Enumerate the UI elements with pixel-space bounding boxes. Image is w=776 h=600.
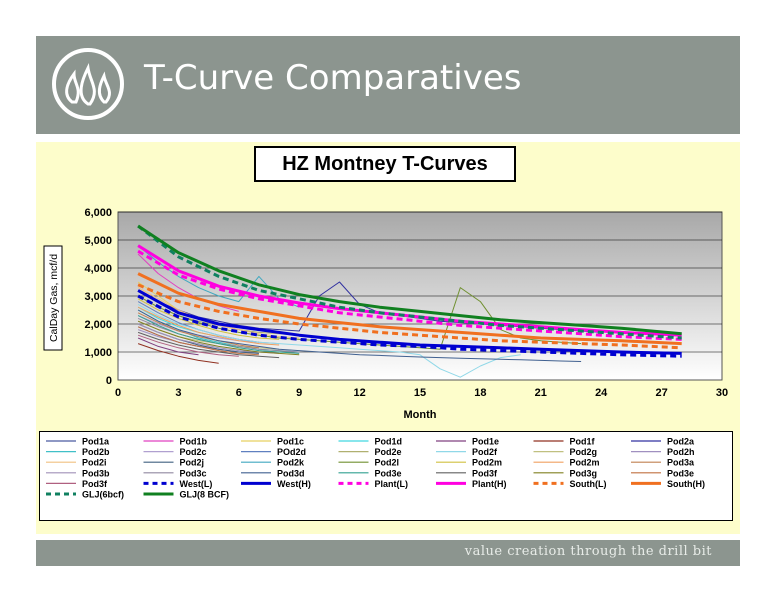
- x-tick-label: 0: [115, 387, 121, 399]
- y-tick-label: 0: [106, 375, 112, 387]
- legend-label: Pod3c: [180, 468, 207, 478]
- y-tick-label: 2,000: [84, 319, 112, 331]
- legend-label: Pod2m: [472, 458, 502, 468]
- slide-header: T-Curve Comparatives: [36, 36, 740, 134]
- legend-label: Pod2j: [180, 458, 205, 468]
- legend-label: West(H): [277, 479, 311, 489]
- series-line: [137, 306, 280, 346]
- legend-label: West(L): [180, 479, 213, 489]
- legend-label: Pod3a: [667, 458, 695, 468]
- chart-panel: 0 1,000 2,000 3,000 4,000 5,000 6,000 0 3 6 9 12 15…: [36, 142, 740, 534]
- y-tick-label: 4,000: [84, 263, 112, 275]
- legend-label: Pod1f: [570, 437, 596, 447]
- x-tick-label: 24: [595, 387, 608, 399]
- series-line: [137, 272, 682, 346]
- series-line: [137, 312, 259, 349]
- legend-label: Plant(L): [375, 479, 409, 489]
- y-axis-label: CalDay Gas, mcf/d: [48, 254, 60, 342]
- x-tick-label: 6: [236, 387, 242, 399]
- series-line: [137, 224, 682, 336]
- y-tick-label: 6,000: [84, 207, 112, 219]
- legend-label: Pod3b: [82, 468, 110, 478]
- series-line: [137, 249, 682, 341]
- legend-label: Pod1e: [472, 437, 499, 447]
- y-tick-label: 3,000: [84, 291, 112, 303]
- legend-label: Pod2e: [375, 447, 402, 457]
- series-line: [137, 303, 521, 378]
- legend-label: Pod3g: [570, 468, 598, 478]
- legend-label: Pod2f: [472, 447, 498, 457]
- legend-label: Pod2i: [82, 458, 107, 468]
- legend-label: Pod1c: [277, 437, 304, 447]
- series-line: [137, 334, 239, 357]
- legend-label: South(L): [570, 479, 607, 489]
- legend-label: Pod2k: [277, 458, 305, 468]
- x-tick-label: 27: [655, 387, 667, 399]
- series-line: [137, 298, 280, 340]
- series-line: [137, 315, 300, 354]
- legend-label: Pod3d: [277, 468, 305, 478]
- series-line: [137, 326, 259, 356]
- legend-label: Pod3e: [667, 468, 694, 478]
- three-flames-logo-icon: [52, 48, 124, 120]
- legend-label: POd2d: [277, 447, 306, 457]
- legend-label: GLJ(6bcf): [82, 490, 124, 500]
- legend-label: South(H): [667, 479, 705, 489]
- legend-label: Pod3e: [375, 468, 402, 478]
- tagline: value creation through the drill bit: [464, 544, 712, 559]
- chart-plot: 0 1,000 2,000 3,000 4,000 5,000 6,000 0 3 6 9 12 15…: [43, 207, 728, 421]
- series-line: [137, 294, 682, 358]
- y-tick-label: 1,000: [84, 347, 112, 359]
- x-tick-label: 12: [353, 387, 365, 399]
- x-axis-label: Month: [404, 409, 437, 421]
- legend-label: Pod1b: [180, 437, 208, 447]
- series-line: [137, 283, 682, 350]
- series-line: [137, 320, 300, 356]
- legend-label: Pod2a: [667, 437, 695, 447]
- x-tick-label: 30: [716, 387, 728, 399]
- series-line: [137, 337, 199, 356]
- series-line: [137, 331, 280, 359]
- chart-legend: Pod1a Pod1b Pod1c Pod1d Pod1e Pod1f Pod2a Pod2b…: [39, 431, 733, 521]
- x-tick-label: 21: [535, 387, 547, 399]
- slide-title: T-Curve Comparatives: [144, 58, 522, 98]
- legend-label: Pod1d: [375, 437, 403, 447]
- series-line: [137, 289, 682, 355]
- legend-label: Pod1a: [82, 437, 110, 447]
- series-line: [137, 224, 682, 340]
- chart-title: HZ Montney T-Curves: [254, 146, 516, 182]
- y-tick-label: 5,000: [84, 235, 112, 247]
- legend-label: Pod2g: [570, 447, 598, 457]
- y-axis-label-box: CalDay Gas, mcf/d: [43, 245, 63, 351]
- legend-label: Pod2b: [82, 447, 110, 457]
- x-tick-label: 9: [296, 387, 302, 399]
- x-tick-label: 18: [474, 387, 486, 399]
- x-tick-label: 15: [414, 387, 426, 399]
- slide-footer: value creation through the drill bit: [36, 540, 740, 566]
- legend-label: Pod2m: [570, 458, 600, 468]
- x-tick-label: 3: [175, 387, 181, 399]
- legend-label: Pod2c: [180, 447, 207, 457]
- legend-label: Pod2h: [667, 447, 695, 457]
- legend-label: Plant(H): [472, 479, 507, 489]
- series-line: [137, 253, 239, 312]
- series-line: [137, 343, 219, 364]
- legend-label: GLJ(8 BCF): [180, 490, 230, 500]
- legend-label: Pod3f: [472, 468, 498, 478]
- legend-label: Pod2l: [375, 458, 400, 468]
- series-line: [137, 309, 582, 362]
- legend-label: Pod3f: [82, 479, 108, 489]
